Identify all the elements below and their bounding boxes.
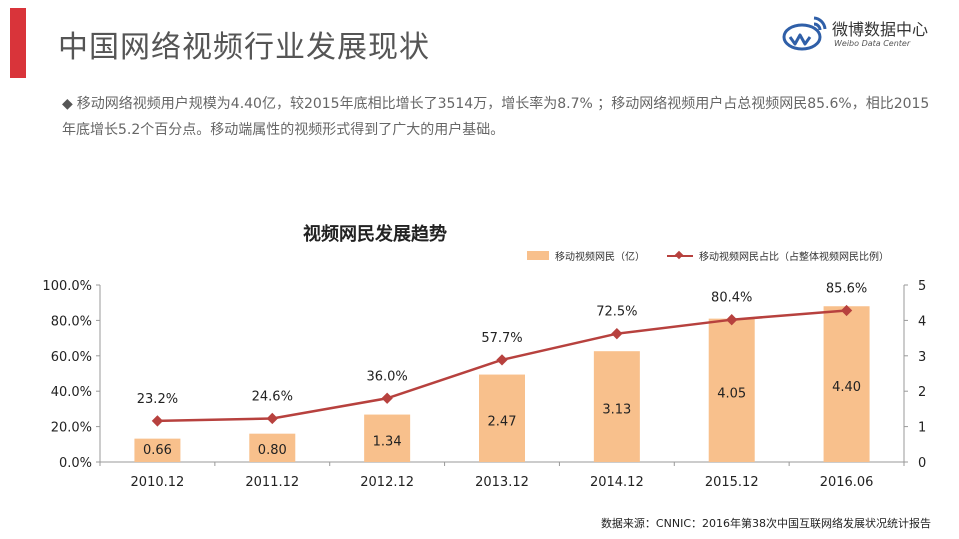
bar: [364, 414, 411, 462]
y-right-tick-label: 1: [918, 421, 926, 436]
y-right-tick-label: 4: [918, 314, 926, 329]
x-tick-label: 2014.12: [590, 475, 644, 490]
x-tick-label: 2010.12: [131, 475, 185, 490]
share-value-label: 72.5%: [596, 305, 637, 320]
x-tick-label: 2012.12: [360, 475, 414, 490]
y-right-tick-label: 3: [918, 350, 926, 365]
logo-text: 微博数据中心: [832, 20, 929, 39]
x-tick-label: 2013.12: [475, 475, 529, 490]
y-left-tick-label: 100.0%: [42, 279, 92, 294]
title-accent-bar: [10, 8, 26, 78]
page-title: 中国网络视频行业发展现状: [58, 30, 430, 65]
weibo-data-center-logo: 微博数据中心 Weibo Data Center: [780, 12, 950, 56]
bar: [708, 318, 755, 462]
chart-legend: 移动视频网民（亿） 移动视频网民占比（占整体视频网民比例）: [527, 248, 889, 263]
legend-line-label: 移动视频网民占比（占整体视频网民比例）: [699, 252, 889, 263]
share-value-label: 36.0%: [366, 369, 407, 384]
y-left-tick-label: 20.0%: [51, 421, 92, 436]
share-point: [496, 354, 508, 366]
bar: [249, 433, 296, 462]
share-point: [611, 328, 623, 340]
share-point: [151, 415, 164, 427]
share-value-label: 57.7%: [481, 331, 522, 346]
diamond-bullet-icon: ◆: [62, 96, 73, 112]
bar: [593, 351, 640, 462]
share-point: [266, 412, 278, 425]
y-right-tick-label: 5: [918, 279, 926, 294]
logo-subtext: Weibo Data Center: [834, 39, 911, 48]
share-value-label: 85.6%: [826, 281, 867, 296]
bar-value-label: 0.66: [143, 443, 172, 458]
x-tick-label: 2016.06: [820, 475, 874, 490]
y-right-tick-label: 2: [918, 385, 926, 400]
share-value-label: 23.2%: [137, 392, 178, 407]
bar: [823, 306, 870, 462]
chart-title: 视频网民发展趋势: [303, 224, 447, 245]
share-point: [381, 392, 393, 404]
bar: [479, 374, 525, 462]
bar-value-label: 4.05: [717, 386, 746, 401]
share-point: [726, 314, 738, 326]
bar-value-label: 0.80: [258, 443, 287, 458]
y-left-tick-label: 0.0%: [59, 456, 92, 471]
bar-value-label: 3.13: [602, 403, 631, 418]
x-tick-label: 2015.12: [705, 475, 759, 490]
share-value-label: 24.6%: [252, 389, 293, 404]
legend-bar-label: 移动视频网民（亿）: [555, 252, 645, 263]
y-right-tick-label: 0: [918, 456, 926, 471]
data-source-note: 数据来源：CNNIC：2016年第38次中国互联网络发展状况统计报告: [600, 517, 931, 530]
x-tick-label: 2011.12: [245, 475, 299, 490]
legend-line-swatch: [667, 251, 693, 261]
share-value-label: 80.4%: [711, 291, 752, 306]
bar-value-label: 1.34: [373, 434, 402, 449]
y-left-tick-label: 60.0%: [51, 350, 92, 365]
bar: [134, 438, 181, 462]
summary-paragraph: ◆ 移动网络视频用户规模为4.40亿，较2015年底相比增长了3514万，增长率为…: [62, 91, 932, 143]
y-left-tick-label: 80.0%: [51, 314, 92, 329]
bar-value-label: 2.47: [488, 414, 517, 429]
share-point: [840, 304, 853, 317]
legend-bar-swatch: [527, 251, 549, 260]
summary-text: 移动网络视频用户规模为4.40亿，较2015年底相比增长了3514万，增长率为8…: [62, 96, 930, 138]
y-left-tick-label: 40.0%: [51, 385, 92, 400]
bar-value-label: 4.40: [832, 380, 861, 395]
weibo-logo-icon: [782, 16, 827, 51]
